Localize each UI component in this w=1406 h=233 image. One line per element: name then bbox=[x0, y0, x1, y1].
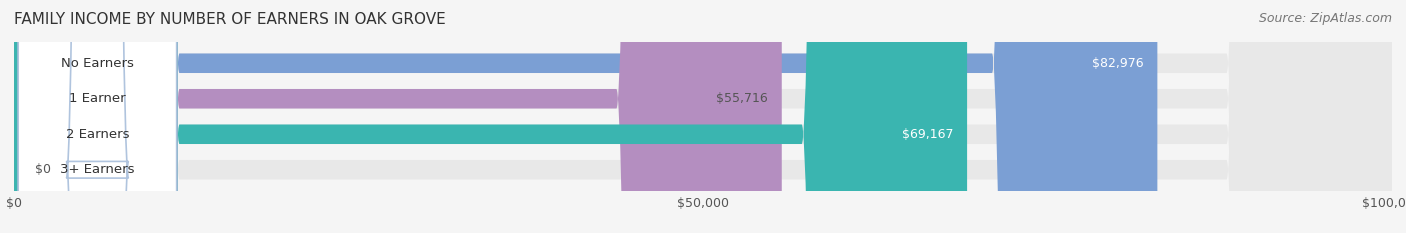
FancyBboxPatch shape bbox=[14, 0, 1392, 233]
Text: 2 Earners: 2 Earners bbox=[66, 128, 129, 141]
Text: FAMILY INCOME BY NUMBER OF EARNERS IN OAK GROVE: FAMILY INCOME BY NUMBER OF EARNERS IN OA… bbox=[14, 12, 446, 27]
Text: $55,716: $55,716 bbox=[716, 92, 768, 105]
FancyBboxPatch shape bbox=[14, 0, 1392, 233]
Text: $0: $0 bbox=[35, 163, 51, 176]
FancyBboxPatch shape bbox=[14, 0, 1392, 233]
FancyBboxPatch shape bbox=[18, 0, 177, 233]
FancyBboxPatch shape bbox=[14, 0, 1392, 233]
Text: Source: ZipAtlas.com: Source: ZipAtlas.com bbox=[1258, 12, 1392, 25]
FancyBboxPatch shape bbox=[18, 0, 177, 233]
Text: $82,976: $82,976 bbox=[1092, 57, 1143, 70]
Text: No Earners: No Earners bbox=[60, 57, 134, 70]
Text: 3+ Earners: 3+ Earners bbox=[60, 163, 135, 176]
Text: $69,167: $69,167 bbox=[901, 128, 953, 141]
FancyBboxPatch shape bbox=[14, 0, 782, 233]
FancyBboxPatch shape bbox=[18, 0, 177, 233]
FancyBboxPatch shape bbox=[14, 0, 967, 233]
Text: 1 Earner: 1 Earner bbox=[69, 92, 125, 105]
FancyBboxPatch shape bbox=[18, 0, 177, 233]
FancyBboxPatch shape bbox=[14, 0, 1157, 233]
